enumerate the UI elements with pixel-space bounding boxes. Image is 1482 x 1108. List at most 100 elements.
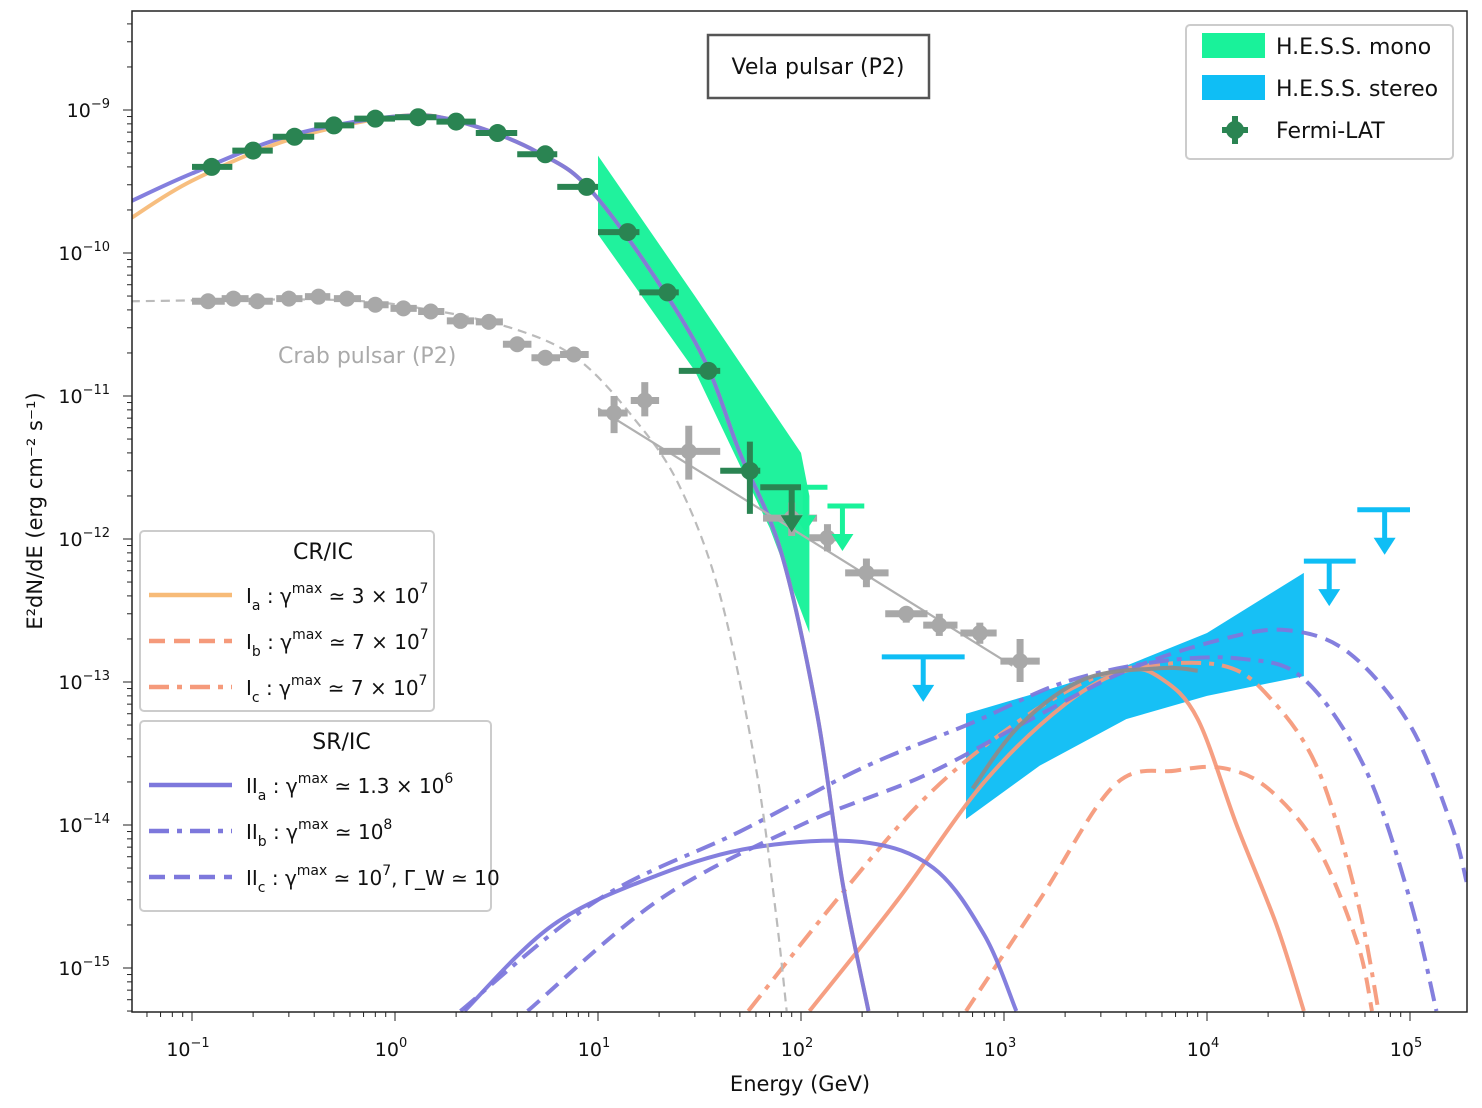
y-tick-label: 10−13 xyxy=(58,669,110,694)
data-point xyxy=(678,361,721,380)
band-h-e-s-s-stereo xyxy=(966,572,1304,820)
data-points-layer xyxy=(192,108,1410,702)
x-tick-label: 103 xyxy=(984,1036,1016,1061)
data-point xyxy=(598,396,628,434)
legend-entry-iib: IIb : γmax ≃ 108 xyxy=(149,817,392,850)
chart-title: Vela pulsar (P2) xyxy=(732,55,905,80)
legend-entry-ib: Ib : γmax ≃ 7 × 107 xyxy=(149,627,429,660)
y-tick-label: 10−15 xyxy=(58,955,110,980)
crab-annotation: Crab pulsar (P2) xyxy=(278,344,456,369)
legend-label: IIb : γmax ≃ 108 xyxy=(246,817,392,850)
plot-frame xyxy=(131,10,1468,1013)
data-point xyxy=(517,145,558,164)
data-point xyxy=(192,157,233,176)
data-point xyxy=(418,303,445,320)
data-point xyxy=(272,127,315,146)
data-point xyxy=(446,312,475,329)
legend-title: SR/IC xyxy=(312,730,371,755)
y-tick-label: 10−9 xyxy=(67,97,110,122)
legend-sr-ic: SR/IC IIa : γmax ≃ 1.3 × 106 IIb : γmax ≃ … xyxy=(139,720,500,912)
legend-title: CR/IC xyxy=(293,540,353,565)
legend-label: H.E.S.S. mono xyxy=(1276,35,1431,60)
data-point xyxy=(1000,638,1040,682)
x-tick-label: 10−1 xyxy=(166,1036,209,1061)
data-point xyxy=(630,382,660,417)
data-point xyxy=(502,336,532,353)
legend-entry-iia: IIa : γmax ≃ 1.3 × 106 xyxy=(149,771,453,804)
data-point xyxy=(639,283,679,302)
hess-stereo-upper-limit xyxy=(1357,507,1410,555)
data-point xyxy=(192,293,225,310)
legend-frame xyxy=(1185,24,1454,160)
data-point xyxy=(333,290,361,307)
legend-label: Ic : γmax ≃ 7 × 107 xyxy=(246,673,427,706)
y-tick-label: 10−14 xyxy=(58,812,110,837)
bands-layer xyxy=(598,155,1304,820)
data-point xyxy=(845,558,889,588)
legend-entry-iic: IIc : γmax ≃ 107, Γ_W ≃ 10 xyxy=(149,863,500,896)
x-axis: 10−1 100 101 102 103 104 105 xyxy=(146,1012,1422,1061)
y-axis: 10−9 10−10 10−11 10−12 10−13 10−14 10−15 xyxy=(58,23,132,1012)
model-line-ii-b xyxy=(459,655,1439,1012)
hess-mono-upper-limit xyxy=(827,503,865,552)
hess-stereo-upper-limit xyxy=(881,654,965,702)
data-point xyxy=(885,605,928,623)
y-tick-label: 10−11 xyxy=(58,383,110,408)
data-point xyxy=(720,441,761,514)
legend-label: H.E.S.S. stereo xyxy=(1276,77,1438,102)
data-point xyxy=(960,622,997,644)
data-point xyxy=(363,296,389,313)
legend-entry-ia: Ia : γmax ≃ 3 × 107 xyxy=(149,581,428,614)
data-point xyxy=(436,112,476,131)
legend-entry: H.E.S.S. mono xyxy=(1202,33,1431,60)
data-point xyxy=(390,300,417,317)
legend-cr-ic: CR/IC Ia : γmax ≃ 3 × 107 Ib : γmax ≃ 7 × … xyxy=(139,530,435,712)
data-point xyxy=(276,290,303,307)
model-line-ii-c xyxy=(526,627,1467,1012)
fermi-marker-icon xyxy=(1226,121,1244,139)
data-point xyxy=(354,109,395,128)
data-point xyxy=(659,425,721,480)
x-axis-title: Energy (GeV) xyxy=(730,1072,870,1096)
x-tick-label: 102 xyxy=(781,1036,813,1061)
data-point xyxy=(557,177,598,196)
y-tick-label: 10−12 xyxy=(58,526,110,551)
x-tick-label: 105 xyxy=(1390,1036,1422,1061)
data-point xyxy=(475,124,518,143)
legend-label: Ib : γmax ≃ 7 × 107 xyxy=(246,627,429,660)
legend-entry: Fermi-LAT xyxy=(1222,116,1385,144)
title-box: Vela pulsar (P2) xyxy=(706,33,931,100)
legend-swatch xyxy=(1202,75,1265,100)
data-point xyxy=(232,141,273,160)
data-point xyxy=(923,613,958,636)
model-line-gray-model-stereo-fit- xyxy=(970,665,1198,790)
legend-entry: H.E.S.S. stereo xyxy=(1202,75,1438,102)
band-h-e-s-s-mono xyxy=(598,155,810,634)
data-point xyxy=(314,116,355,135)
data-point xyxy=(598,223,640,242)
fermi-upper-limit xyxy=(760,484,803,533)
legend-frame xyxy=(139,530,435,712)
x-tick-label: 101 xyxy=(578,1036,610,1061)
legend-swatch xyxy=(1202,33,1265,58)
model-line-ii-a-ic-component- xyxy=(463,838,1019,1012)
data-point xyxy=(304,288,331,305)
x-tick-label: 100 xyxy=(375,1036,407,1061)
legend-label: IIc : γmax ≃ 107, Γ_W ≃ 10 xyxy=(246,863,500,896)
data-point xyxy=(221,290,249,307)
y-tick-label: 10−10 xyxy=(58,240,110,265)
data-point xyxy=(531,349,561,366)
legend-label: Ia : γmax ≃ 3 × 107 xyxy=(246,581,428,614)
hess-stereo-upper-limit xyxy=(1303,558,1356,607)
legend-frame xyxy=(139,720,492,912)
data-point xyxy=(560,346,589,363)
data-point xyxy=(395,108,437,127)
y-axis-title: E²dN/dE (erg cm⁻² s⁻¹) xyxy=(23,392,47,629)
data-point xyxy=(248,293,273,310)
legend-label: Fermi-LAT xyxy=(1276,119,1385,144)
legend-entry-ic: Ic : γmax ≃ 7 × 107 xyxy=(149,673,427,706)
legend-instruments: H.E.S.S. mono H.E.S.S. stereo Fermi-LAT xyxy=(1185,24,1454,160)
legend-label: IIa : γmax ≃ 1.3 × 106 xyxy=(246,771,453,804)
data-point xyxy=(475,313,503,330)
